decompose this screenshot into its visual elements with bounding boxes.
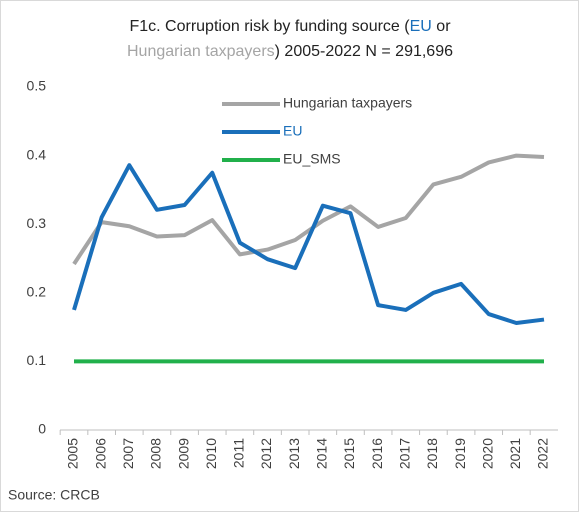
x-tick-label: 2018 [424, 438, 440, 469]
x-tick-label: 2010 [203, 438, 219, 469]
y-tick-label: 0.5 [27, 78, 47, 94]
line-series [72, 163, 545, 325]
x-tick-label: 2012 [258, 438, 274, 469]
title-part: EU [410, 18, 432, 35]
title-part: Hungarian taxpayers [127, 43, 275, 60]
legend-label: EU_SMS [283, 151, 341, 167]
source: Source: CRCB [8, 487, 100, 503]
y-tick-label: 0 [38, 421, 46, 437]
x-tick-label: 2019 [452, 438, 468, 469]
x-tick-label: 2011 [231, 438, 247, 468]
chart-title: F1c. Corruption risk by funding source (… [129, 18, 451, 35]
title-part: or [432, 18, 451, 35]
chart-title: Hungarian taxpayers) 2005-2022 N = 291,6… [127, 43, 453, 60]
x-tick-label: 2006 [92, 438, 108, 469]
x-tick-label: 2005 [65, 438, 81, 469]
x-tick-label: 2014 [314, 438, 330, 469]
y-tick-label: 0.3 [27, 215, 47, 231]
x-tick-label: 2020 [479, 438, 495, 469]
y-tick-label: 0.4 [27, 146, 47, 162]
y-tick-label: 0.2 [27, 284, 47, 300]
legend-label: EU [283, 123, 302, 139]
x-tick-label: 2017 [396, 438, 412, 469]
x-tick-label: 2021 [507, 438, 523, 469]
x-tick-label: 2009 [175, 438, 191, 469]
x-tick-label: 2015 [341, 438, 357, 469]
legend-label: Hungarian taxpayers [283, 95, 412, 111]
title-part: F1c. Corruption risk by funding source ( [129, 18, 410, 35]
x-tick-label: 2008 [148, 438, 164, 469]
x-tick-label: 2013 [286, 438, 302, 469]
x-tick-label: 2016 [369, 438, 385, 469]
line-series [72, 153, 545, 266]
x-tick-label: 2022 [535, 438, 551, 469]
y-tick-label: 0.1 [27, 352, 47, 368]
title-part: ) 2005-2022 N = 291,696 [275, 43, 453, 60]
x-tick-label: 2007 [120, 438, 136, 469]
